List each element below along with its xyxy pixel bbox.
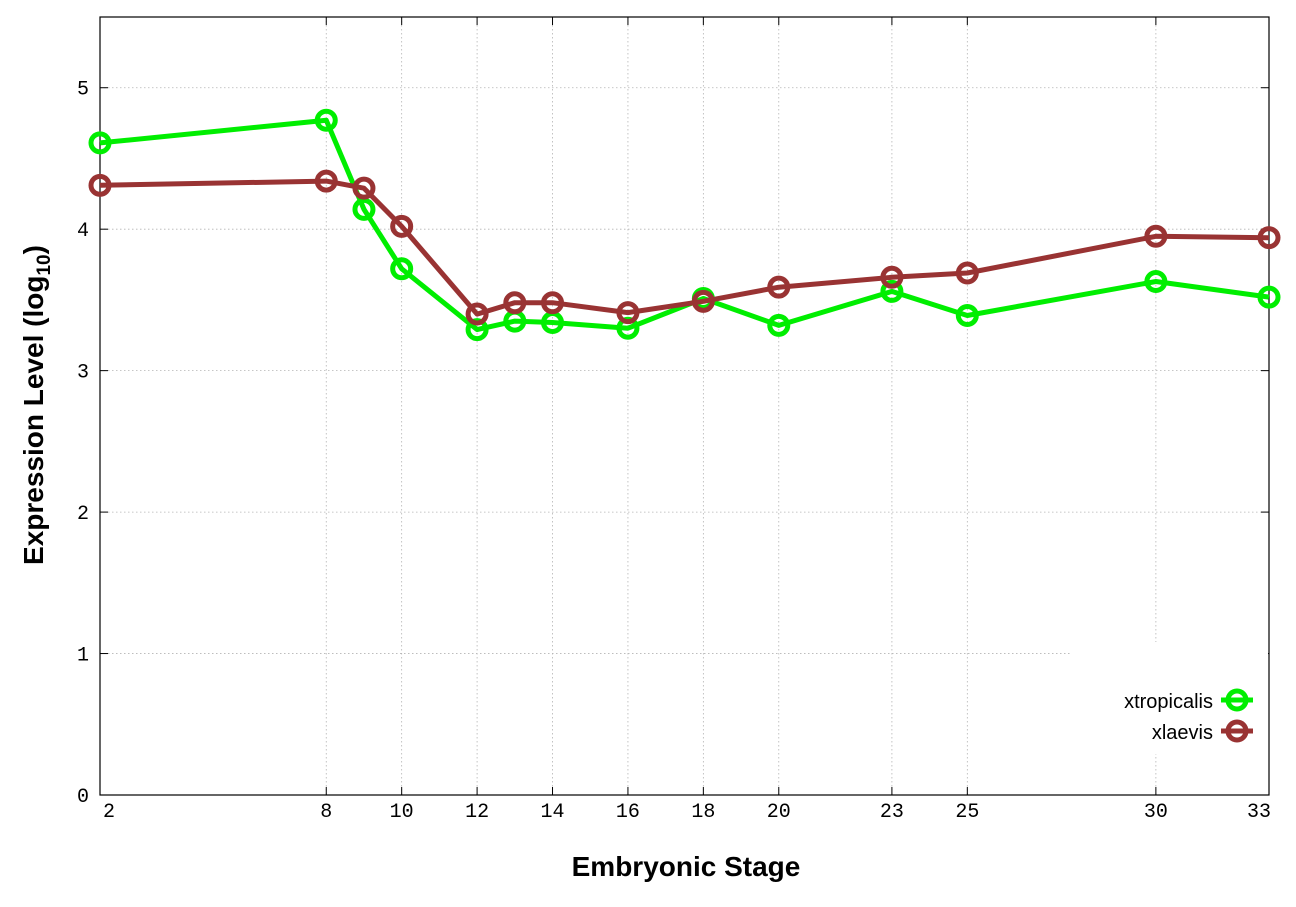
legend-marker-xlaevis [1225, 719, 1249, 743]
y-tick-label: 3 [77, 362, 89, 385]
data-point-xlaevis [390, 214, 414, 238]
data-point-xtropicalis [390, 257, 414, 281]
data-point-xtropicalis [767, 313, 791, 337]
x-tick-label: 18 [691, 801, 715, 824]
data-point-xlaevis [616, 301, 640, 325]
y-axis-title-subscript: 10 [34, 254, 55, 275]
y-tick-label: 0 [77, 786, 89, 809]
data-point-xlaevis [314, 169, 338, 193]
legend-marker-xtropicalis [1225, 688, 1249, 712]
legend-label-xlaevis: xlaevis [1152, 722, 1213, 744]
x-tick-label: 30 [1144, 801, 1168, 824]
data-point-xlaevis [691, 289, 715, 313]
data-point-xlaevis [88, 173, 112, 197]
data-point-xtropicalis [88, 131, 112, 155]
data-point-xtropicalis [1144, 270, 1168, 294]
x-tick-label: 8 [320, 801, 332, 824]
x-tick-label: 20 [767, 801, 791, 824]
data-point-xtropicalis [1257, 285, 1281, 309]
data-point-xlaevis [352, 176, 376, 200]
legend: xtropicalis xlaevis [1072, 642, 1268, 754]
x-tick-label: 14 [541, 801, 565, 824]
x-tick-label: 25 [955, 801, 979, 824]
x-tick-label: 33 [1247, 801, 1271, 824]
data-point-xtropicalis [880, 279, 904, 303]
y-tick-label: 2 [77, 503, 89, 526]
y-axis-title-main: Expression Level (log [18, 276, 49, 565]
x-tick-label: 10 [390, 801, 414, 824]
x-tick-label: 2 [103, 801, 115, 824]
data-point-xtropicalis [314, 108, 338, 132]
y-axis-title-close: ) [18, 245, 49, 254]
y-tick-label: 1 [77, 645, 89, 668]
data-point-xlaevis [955, 261, 979, 285]
series-group [88, 108, 1281, 342]
series-line-xtropicalis [99, 117, 1270, 333]
grid [100, 17, 1269, 795]
y-axis-title: Expression Level (log10) [18, 245, 55, 565]
legend-label-xtropicalis: xtropicalis [1124, 691, 1213, 713]
data-point-xlaevis [880, 265, 904, 289]
data-point-xlaevis [767, 275, 791, 299]
data-point-xlaevis [1144, 224, 1168, 248]
y-tick-label: 4 [77, 220, 89, 243]
data-point-xtropicalis [352, 197, 376, 221]
x-tick-label: 23 [880, 801, 904, 824]
data-point-xlaevis [465, 302, 489, 326]
data-point-xlaevis [503, 291, 527, 315]
data-point-xlaevis [541, 291, 565, 315]
data-point-xlaevis [1257, 226, 1281, 250]
x-tick-label: 16 [616, 801, 640, 824]
data-point-xtropicalis [955, 303, 979, 327]
y-tick-label: 5 [77, 79, 89, 102]
x-axis-title: Embryonic Stage [572, 851, 801, 882]
x-tick-label: 12 [465, 801, 489, 824]
plot-frame [99, 16, 1270, 796]
